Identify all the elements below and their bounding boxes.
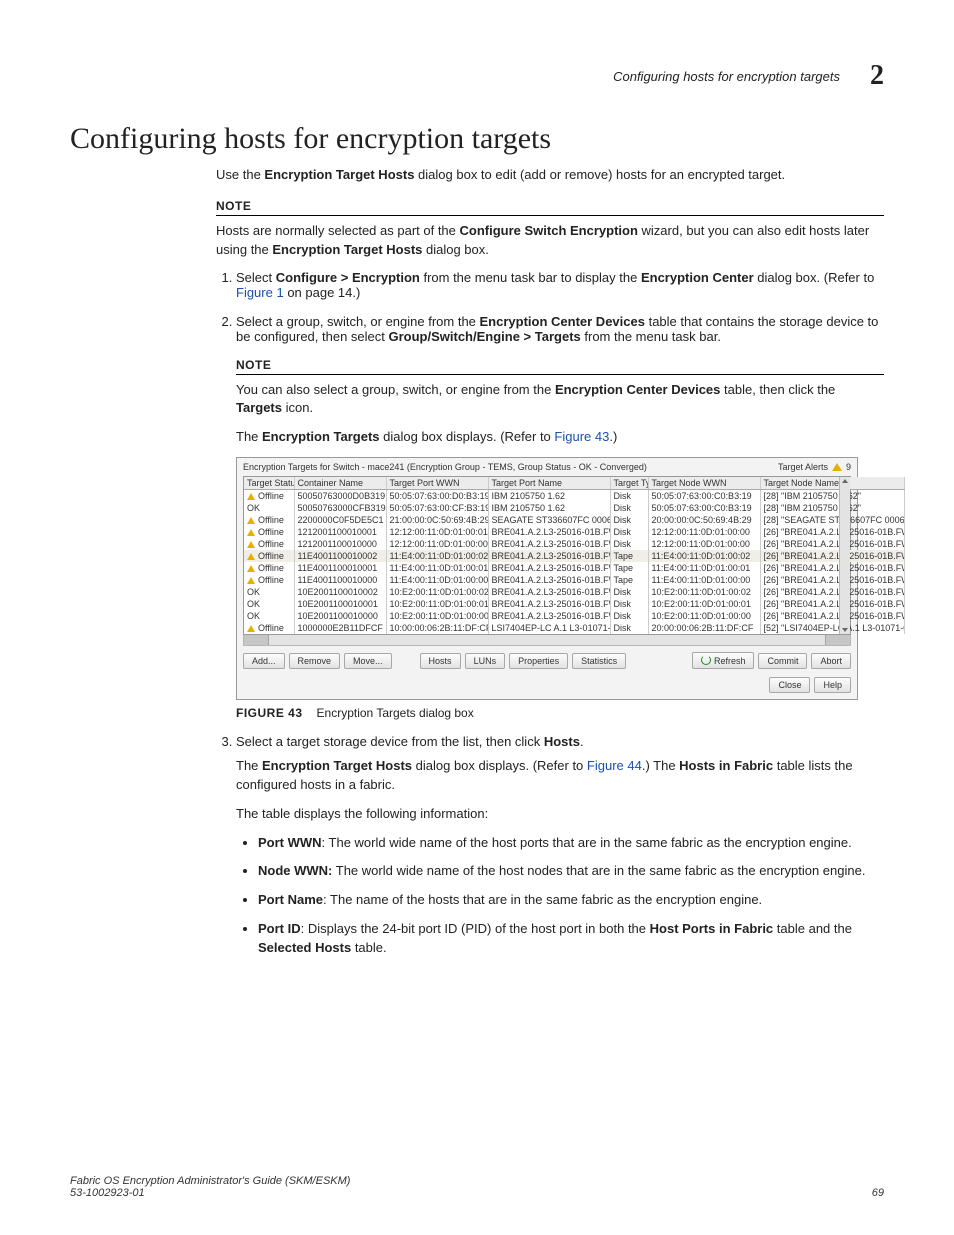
page-title: Configuring hosts for encryption targets	[70, 122, 884, 156]
column-header[interactable]: Target Status	[244, 477, 294, 490]
figure-caption: FIGURE 43Encryption Targets dialog box	[236, 706, 884, 720]
move-button[interactable]: Move...	[344, 653, 392, 669]
close-button[interactable]: Close	[769, 677, 810, 693]
table-row[interactable]: Offline2200000C0F5DE5C121:00:00:0C:50:69…	[244, 514, 904, 526]
encryption-targets-dialog: Encryption Targets for Switch - mace241 …	[236, 457, 858, 700]
figure1-link[interactable]: Figure 1	[236, 285, 284, 300]
removebutton[interactable]: Remove	[289, 653, 341, 669]
dialog-title: Encryption Targets for Switch - mace241 …	[243, 462, 647, 472]
step2-after: The Encryption Targets dialog box displa…	[236, 428, 884, 447]
step3-p3: The table displays the following informa…	[236, 805, 884, 824]
list-item: Port WWN: The world wide name of the hos…	[258, 834, 884, 853]
step-2: Select a group, switch, or engine from t…	[236, 314, 884, 721]
horizontal-scrollbar[interactable]	[243, 635, 851, 646]
warning-icon	[247, 493, 255, 500]
note-rule	[216, 215, 884, 216]
steps-list: Select Configure > Encryption from the m…	[216, 270, 884, 958]
column-header[interactable]: Target Port WWN	[386, 477, 488, 490]
table-row[interactable]: Offline11E400110001000211:E4:00:11:0D:01…	[244, 550, 904, 562]
note-label: NOTE	[216, 199, 884, 213]
column-header[interactable]: Target Type	[610, 477, 648, 490]
warning-icon	[247, 553, 255, 560]
footer-doc-title: Fabric OS Encryption Administrator's Gui…	[70, 1175, 350, 1187]
target-alerts-count: 9	[846, 462, 851, 472]
list-item: Port ID: Displays the 24-bit port ID (PI…	[258, 920, 884, 958]
targets-table-container: Target StatusContainer NameTarget Port W…	[243, 476, 851, 635]
column-header[interactable]: Container Name	[294, 477, 386, 490]
intro-paragraph: Use the Encryption Target Hosts dialog b…	[216, 166, 884, 185]
commit-button[interactable]: Commit	[758, 653, 807, 669]
step3-p2: The Encryption Target Hosts dialog box d…	[236, 757, 884, 795]
footer-doc-num: 53-1002923-01	[70, 1187, 350, 1199]
targets-table[interactable]: Target StatusContainer NameTarget Port W…	[244, 477, 905, 634]
hostsbutton[interactable]: Hosts	[420, 653, 461, 669]
warning-icon	[247, 517, 255, 524]
statisticsbutton[interactable]: Statistics	[572, 653, 626, 669]
column-header[interactable]: Target Port Name	[488, 477, 610, 490]
warning-icon	[247, 541, 255, 548]
table-row[interactable]: Offline121200110001000012:12:00:11:0D:01…	[244, 538, 904, 550]
step-1: Select Configure > Encryption from the m…	[236, 270, 884, 300]
warning-icon	[247, 625, 255, 632]
table-row[interactable]: OK10E200110001000110:E2:00:11:0D:01:00:0…	[244, 598, 904, 610]
table-row[interactable]: OK10E200110001000010:E2:00:11:0D:01:00:0…	[244, 610, 904, 622]
figure44-link[interactable]: Figure 44	[587, 758, 642, 773]
info-list: Port WWN: The world wide name of the hos…	[236, 834, 884, 958]
page-footer: Fabric OS Encryption Administrator's Gui…	[70, 1175, 884, 1199]
note-rule	[236, 374, 884, 375]
warning-icon	[247, 565, 255, 572]
page-number: 69	[872, 1187, 884, 1199]
running-header: Configuring hosts for encryption targets…	[70, 60, 884, 92]
figure43-link[interactable]: Figure 43	[554, 429, 609, 444]
warning-icon	[247, 577, 255, 584]
warning-icon	[832, 463, 842, 471]
abort-button[interactable]: Abort	[811, 653, 851, 669]
table-row[interactable]: Offline50050763000D0B31950:05:07:63:00:D…	[244, 490, 904, 503]
target-alerts-label: Target Alerts	[778, 462, 828, 472]
list-item: Node WWN: The world wide name of the hos…	[258, 862, 884, 881]
list-item: Port Name: The name of the hosts that ar…	[258, 891, 884, 910]
note-body: You can also select a group, switch, or …	[236, 381, 884, 419]
warning-icon	[247, 529, 255, 536]
column-header[interactable]: Target Node WWN	[648, 477, 760, 490]
column-header[interactable]: Target Node Name	[760, 477, 904, 490]
propertiesbutton[interactable]: Properties	[509, 653, 568, 669]
refresh-button[interactable]: Refresh	[692, 652, 755, 669]
table-row[interactable]: Offline11E400110001000011:E4:00:11:0D:01…	[244, 574, 904, 586]
table-row[interactable]: Offline11E400110001000111:E4:00:11:0D:01…	[244, 562, 904, 574]
note-label: NOTE	[236, 358, 884, 372]
note-body: Hosts are normally selected as part of t…	[216, 222, 884, 260]
table-row[interactable]: Offline121200110001000112:12:00:11:0D:01…	[244, 526, 904, 538]
table-row[interactable]: OK10E200110001000210:E2:00:11:0D:01:00:0…	[244, 586, 904, 598]
running-title: Configuring hosts for encryption targets	[613, 69, 840, 84]
table-row[interactable]: Offline1000000E2B11DFCF10:00:00:06:2B:11…	[244, 622, 904, 634]
lunsbutton[interactable]: LUNs	[465, 653, 506, 669]
refresh-icon	[701, 655, 711, 665]
help-button[interactable]: Help	[814, 677, 851, 693]
vertical-scrollbar[interactable]	[839, 477, 850, 634]
table-row[interactable]: OK50050763000CFB31950:05:07:63:00:CF:B3:…	[244, 502, 904, 514]
step-3: Select a target storage device from the …	[236, 734, 884, 958]
chapter-number: 2	[870, 60, 884, 92]
add-button[interactable]: Add...	[243, 653, 285, 669]
